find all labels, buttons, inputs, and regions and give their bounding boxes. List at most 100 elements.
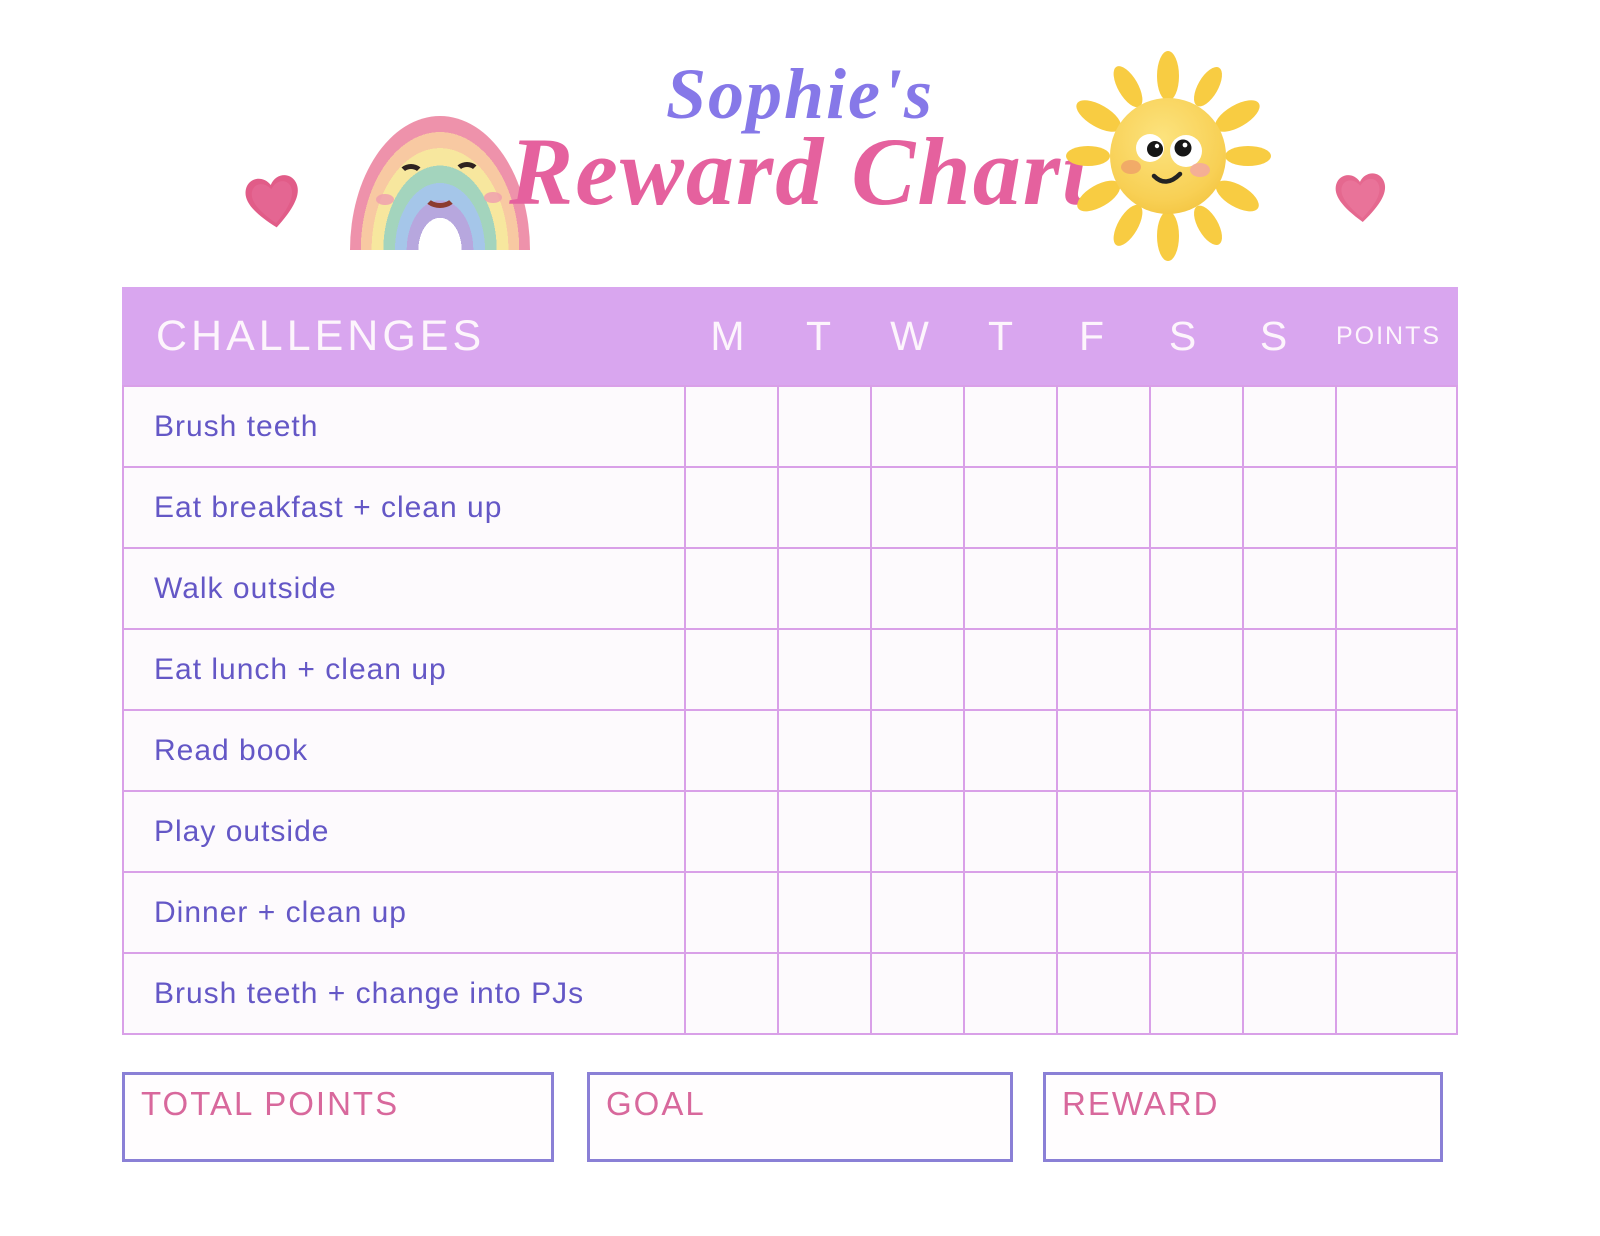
day-cell[interactable] xyxy=(686,711,777,790)
day-cell[interactable] xyxy=(686,954,777,1033)
day-cell[interactable] xyxy=(1151,873,1242,952)
day-cell[interactable] xyxy=(1058,873,1149,952)
points-cell[interactable] xyxy=(1337,549,1456,628)
day-cell[interactable] xyxy=(686,468,777,547)
day-cell[interactable] xyxy=(1058,954,1149,1033)
day-cell[interactable] xyxy=(872,468,963,547)
day-cell[interactable] xyxy=(1244,792,1335,871)
challenge-label: Dinner + clean up xyxy=(124,873,684,952)
day-cell[interactable] xyxy=(686,630,777,709)
reward-label: REWARD xyxy=(1062,1085,1220,1122)
rainbow-cheek-icon xyxy=(484,192,502,203)
points-cell[interactable] xyxy=(1337,387,1456,466)
day-cell[interactable] xyxy=(779,711,870,790)
day-cell[interactable] xyxy=(1151,387,1242,466)
challenge-label: Eat breakfast + clean up xyxy=(124,468,684,547)
day-cell[interactable] xyxy=(779,468,870,547)
day-cell[interactable] xyxy=(965,468,1056,547)
day-cell[interactable] xyxy=(1058,549,1149,628)
day-cell[interactable] xyxy=(686,873,777,952)
day-cell[interactable] xyxy=(779,387,870,466)
day-cell[interactable] xyxy=(686,792,777,871)
day-cell[interactable] xyxy=(779,954,870,1033)
day-cell[interactable] xyxy=(1151,630,1242,709)
day-cell[interactable] xyxy=(779,873,870,952)
day-cell[interactable] xyxy=(872,630,963,709)
day-cell[interactable] xyxy=(1244,549,1335,628)
day-cell[interactable] xyxy=(1244,387,1335,466)
sun-icon xyxy=(1058,46,1278,266)
day-cell[interactable] xyxy=(1244,630,1335,709)
day-cell[interactable] xyxy=(872,792,963,871)
rainbow-cheek-icon xyxy=(376,194,394,205)
day-cell[interactable] xyxy=(1244,711,1335,790)
day-cell[interactable] xyxy=(779,792,870,871)
day-cell[interactable] xyxy=(1244,468,1335,547)
reward-table-body: Brush teeth Eat breakfast + clean up Walk … xyxy=(122,385,1458,1035)
day-cell[interactable] xyxy=(872,711,963,790)
goal-label: GOAL xyxy=(606,1085,706,1122)
column-header-points: POINTS xyxy=(1335,321,1442,350)
day-cell[interactable] xyxy=(1058,711,1149,790)
goal-box[interactable]: GOAL xyxy=(587,1072,1013,1162)
column-header-day-sunday: S xyxy=(1259,312,1288,359)
column-header-day-monday: M xyxy=(710,312,745,359)
day-cell[interactable] xyxy=(965,549,1056,628)
day-cell[interactable] xyxy=(965,792,1056,871)
day-cell[interactable] xyxy=(1244,873,1335,952)
total-points-box[interactable]: TOTAL POINTS xyxy=(122,1072,554,1162)
rainbow-eye-icon xyxy=(398,164,424,186)
day-cell[interactable] xyxy=(1058,468,1149,547)
day-cell[interactable] xyxy=(965,954,1056,1033)
day-cell[interactable] xyxy=(1058,387,1149,466)
day-cell[interactable] xyxy=(686,387,777,466)
points-cell[interactable] xyxy=(1337,954,1456,1033)
day-cell[interactable] xyxy=(965,711,1056,790)
points-cell[interactable] xyxy=(1337,711,1456,790)
points-cell[interactable] xyxy=(1337,630,1456,709)
page-title: Sophie's Reward Chart xyxy=(500,58,1100,220)
rainbow-eye-icon xyxy=(454,162,480,184)
challenge-label: Play outside xyxy=(124,792,684,871)
column-header-day-saturday: S xyxy=(1168,312,1197,359)
child-name-title: Sophie's xyxy=(665,54,935,134)
day-cell[interactable] xyxy=(1058,792,1149,871)
day-cell[interactable] xyxy=(779,630,870,709)
day-cell[interactable] xyxy=(965,873,1056,952)
points-cell[interactable] xyxy=(1337,873,1456,952)
column-header-day-friday: F xyxy=(1078,312,1105,359)
challenge-label: Eat lunch + clean up xyxy=(124,630,684,709)
day-cell[interactable] xyxy=(965,630,1056,709)
total-points-label: TOTAL POINTS xyxy=(141,1085,400,1122)
day-cell[interactable] xyxy=(872,549,963,628)
day-cell[interactable] xyxy=(779,549,870,628)
column-header-day-tuesday: T xyxy=(805,312,832,359)
points-cell[interactable] xyxy=(1337,792,1456,871)
challenge-label: Brush teeth + change into PJs xyxy=(124,954,684,1033)
day-cell[interactable] xyxy=(872,873,963,952)
day-cell[interactable] xyxy=(1151,468,1242,547)
day-cell[interactable] xyxy=(1151,549,1242,628)
column-header-challenges: CHALLENGES xyxy=(156,311,486,360)
challenge-label: Walk outside xyxy=(124,549,684,628)
heart-icon xyxy=(231,161,314,241)
table-header-row: CHALLENGES M T W T F S S POINTS xyxy=(122,287,1458,385)
heart-icon xyxy=(1324,162,1398,233)
reward-box[interactable]: REWARD xyxy=(1043,1072,1443,1162)
chart-title: Reward Chart xyxy=(509,118,1091,225)
day-cell[interactable] xyxy=(1151,792,1242,871)
day-cell[interactable] xyxy=(965,387,1056,466)
day-cell[interactable] xyxy=(1151,711,1242,790)
day-cell[interactable] xyxy=(872,387,963,466)
challenge-label: Read book xyxy=(124,711,684,790)
rainbow-smile-icon xyxy=(423,182,457,208)
day-cell[interactable] xyxy=(1151,954,1242,1033)
day-cell[interactable] xyxy=(872,954,963,1033)
challenge-label: Brush teeth xyxy=(124,387,684,466)
day-cell[interactable] xyxy=(1244,954,1335,1033)
day-cell[interactable] xyxy=(686,549,777,628)
points-cell[interactable] xyxy=(1337,468,1456,547)
day-cell[interactable] xyxy=(1058,630,1149,709)
column-header-day-wednesday: W xyxy=(890,312,929,359)
